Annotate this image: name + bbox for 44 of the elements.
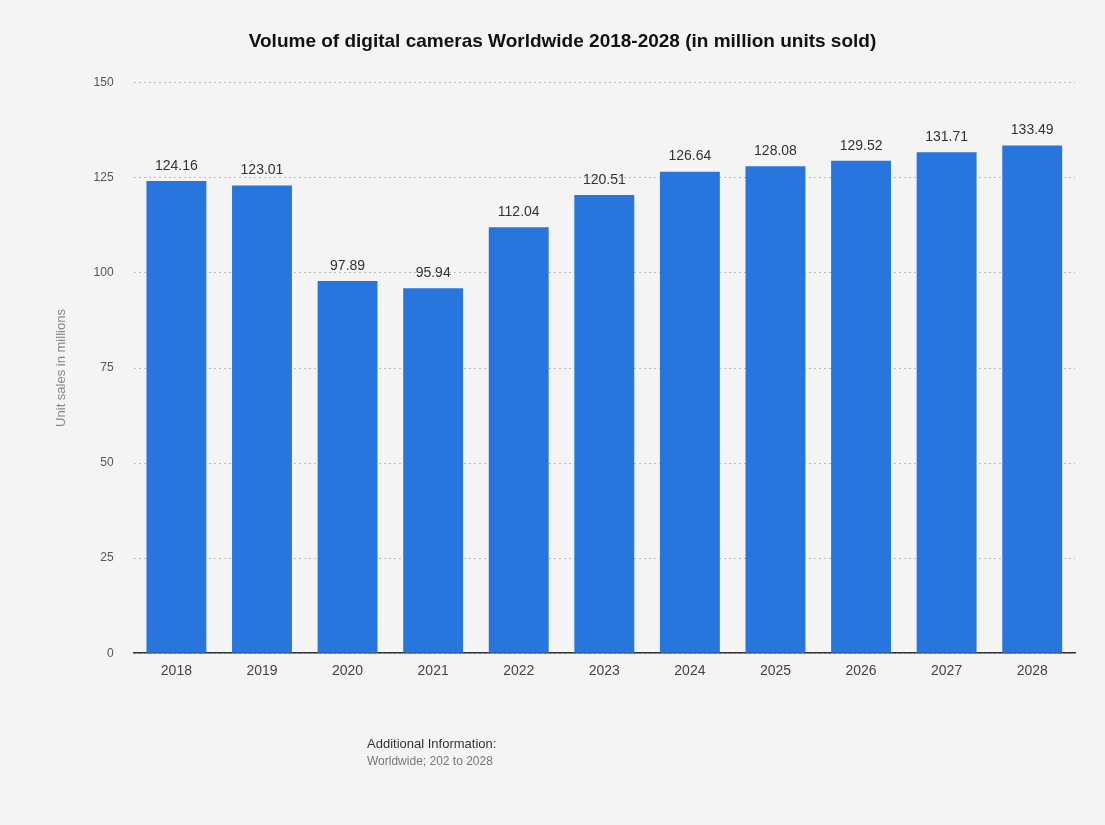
x-tick-label: 2023	[588, 662, 621, 679]
bar	[488, 227, 549, 653]
y-tick-label: 0	[106, 645, 114, 660]
x-tick-label: 2027	[931, 662, 963, 679]
data-label: 95.94	[415, 264, 451, 281]
bar	[659, 171, 720, 653]
x-tick-label: 2024	[674, 662, 706, 679]
y-tick-label: 75	[100, 360, 114, 375]
y-tick-label: 25	[100, 550, 114, 565]
data-label: 133.49	[1010, 121, 1054, 138]
data-label: 97.89	[330, 256, 366, 273]
bar	[146, 181, 207, 653]
y-tick-label: 50	[100, 455, 114, 470]
x-tick-label: 2018	[160, 662, 193, 679]
bar	[831, 160, 891, 653]
bar	[403, 288, 464, 653]
y-tick-label: 125	[93, 170, 114, 185]
y-tick-label: 150	[93, 75, 114, 90]
data-label: 123.01	[240, 161, 284, 178]
x-tick-label: 2028	[1016, 662, 1048, 679]
x-tick-label: 2019	[246, 662, 278, 679]
bar	[745, 166, 806, 653]
bar	[317, 280, 378, 653]
x-tick-label: 2022	[503, 662, 535, 679]
bar	[574, 194, 635, 653]
y-axis-title: Unit sales in millions	[53, 308, 69, 427]
data-label: 120.51	[582, 170, 626, 187]
data-label: 112.04	[497, 203, 540, 220]
y-tick-label: 100	[93, 265, 114, 280]
bar	[232, 185, 292, 653]
data-label: 128.08	[754, 142, 798, 159]
text: Additional Information:	[367, 736, 497, 751]
text: Worldwide; 202 to 2028	[367, 754, 494, 768]
data-label: 126.64	[668, 147, 712, 164]
data-label: 129.52	[839, 136, 883, 153]
chart-title: Volume of digital cameras Worldwide 2018-2028 (in million units sold)	[248, 29, 877, 51]
x-tick-label: 2020	[331, 662, 364, 679]
x-tick-label: 2025	[759, 662, 792, 679]
bar	[916, 152, 977, 653]
x-tick-label: 2026	[845, 662, 877, 679]
bar	[1002, 145, 1063, 653]
data-label: 124.16	[155, 156, 199, 173]
x-tick-label: 2021	[417, 662, 449, 679]
data-label: 131.71	[925, 128, 969, 145]
